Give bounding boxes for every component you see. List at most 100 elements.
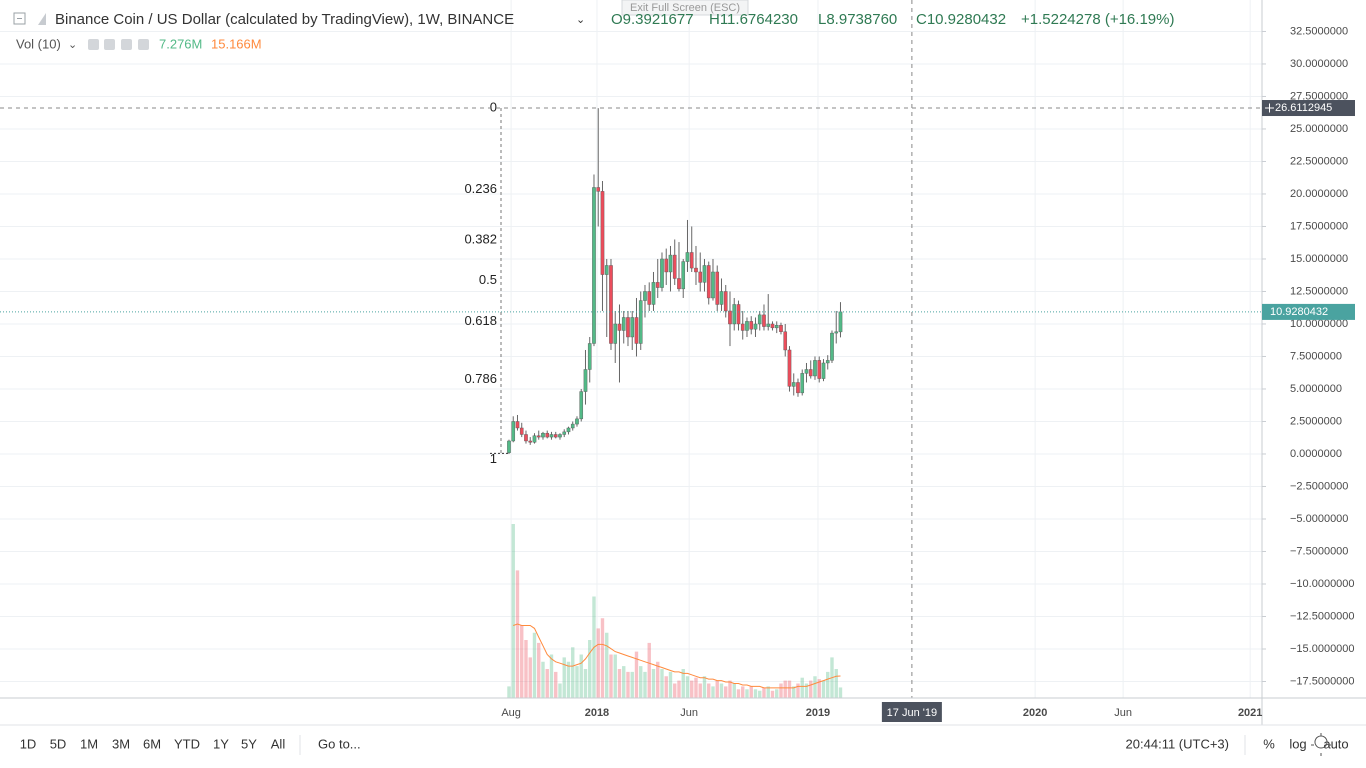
volume-bar <box>660 669 664 698</box>
range-button[interactable]: 1M <box>80 736 98 751</box>
y-tick-label: −7.5000000 <box>1290 545 1348 557</box>
dropdown-caret[interactable]: ⌄ <box>68 39 77 51</box>
range-button[interactable]: 3M <box>112 736 130 751</box>
volume-bar <box>821 680 826 698</box>
crosshair-x-label: 17 Jun '19 <box>887 707 937 719</box>
candle-body <box>779 325 783 332</box>
candle-body <box>583 369 588 392</box>
candle-body <box>821 362 826 379</box>
scale-option[interactable]: auto <box>1323 736 1348 751</box>
volume-bar <box>651 669 656 698</box>
candle-body <box>813 360 817 377</box>
volume-bar <box>736 689 741 698</box>
candle-body <box>524 434 528 442</box>
candle-body <box>541 432 545 438</box>
volume-bar <box>541 661 545 698</box>
candle-body <box>600 191 605 275</box>
candle-body <box>613 323 618 344</box>
candle-body <box>681 261 686 290</box>
volume-bar <box>719 683 724 698</box>
y-tick-label: 15.0000000 <box>1290 253 1348 265</box>
volume-bar <box>758 690 762 698</box>
grid <box>0 0 1262 698</box>
scale-option[interactable]: % <box>1263 736 1275 751</box>
range-button[interactable]: 1Y <box>213 736 229 751</box>
y-tick-label: 20.0000000 <box>1290 188 1348 200</box>
candle-body <box>745 321 749 331</box>
candle-body <box>698 271 703 283</box>
candle-body <box>609 265 613 344</box>
fib-level-label: 0.618 <box>464 313 497 328</box>
icon[interactable] <box>138 39 149 50</box>
y-tick-label: 30.0000000 <box>1290 58 1348 70</box>
y-tick-label: −2.5000000 <box>1290 480 1348 492</box>
range-button[interactable]: All <box>271 736 286 751</box>
range-button[interactable]: 5D <box>50 736 67 751</box>
x-tick-label: 2020 <box>1023 707 1047 719</box>
candle-body <box>804 369 809 374</box>
crosshair-y-box <box>1262 100 1355 117</box>
y-tick-label: 2.5000000 <box>1290 415 1342 427</box>
ohlc-value: O9.3921677 <box>611 11 694 28</box>
dropdown-caret[interactable]: ⌄ <box>576 14 585 26</box>
candle-body <box>817 360 822 379</box>
candle-body <box>719 291 724 305</box>
candle-body <box>536 435 541 438</box>
volume-bar <box>694 677 698 698</box>
candle-body <box>702 265 707 283</box>
scale-option[interactable]: log <box>1289 736 1306 751</box>
volume-bar <box>796 683 800 698</box>
candle-body <box>528 440 533 443</box>
volume-bar <box>528 657 532 698</box>
candle-body <box>766 323 771 327</box>
candle-body <box>626 317 630 338</box>
volume-bar <box>605 632 609 698</box>
range-button[interactable]: 5Y <box>241 736 257 751</box>
last-price-box <box>1262 303 1355 320</box>
settings-icon[interactable] <box>1311 733 1331 756</box>
volume-bar <box>600 618 605 698</box>
volume-bar <box>609 654 613 698</box>
volume-bar <box>668 671 673 698</box>
range-button[interactable]: 1D <box>20 736 37 751</box>
candle-body <box>749 321 754 330</box>
volume-bar <box>558 683 562 698</box>
volume-bar <box>826 671 830 698</box>
volume-bar <box>511 524 515 698</box>
fib-level-label: 0 <box>490 99 497 114</box>
volume-bar <box>728 680 732 698</box>
volume-bar <box>745 689 749 698</box>
volume-bar <box>630 671 634 698</box>
volume-bar <box>724 686 728 698</box>
candle-body <box>664 258 669 273</box>
chart-title: Binance Coin / US Dollar (calculated by … <box>55 11 514 28</box>
candle-body <box>647 291 652 305</box>
volume-bar <box>626 671 630 698</box>
crosshair-plus <box>1265 103 1274 113</box>
candle-body <box>634 317 639 344</box>
volume-bar <box>681 669 685 698</box>
volume-bar <box>698 683 702 698</box>
candle-body <box>800 373 805 394</box>
range-button[interactable]: 6M <box>143 736 161 751</box>
volume-ma-line <box>513 623 841 689</box>
candle-body <box>630 317 635 338</box>
icon[interactable] <box>88 39 99 50</box>
fib-level-label: 0.236 <box>464 181 497 196</box>
last-price-label: 10.9280432 <box>1270 306 1328 318</box>
collapse-icon[interactable] <box>13 12 26 25</box>
volume-bar <box>617 669 622 698</box>
clock[interactable]: 20:44:11 (UTC+3) <box>1126 736 1229 751</box>
fib-level-label: 1 <box>490 451 497 466</box>
volume-bar <box>813 676 817 698</box>
volume-bar <box>741 686 745 698</box>
goto-button[interactable]: Go to... <box>318 736 361 751</box>
icon[interactable] <box>104 39 115 50</box>
icon[interactable] <box>121 39 132 50</box>
x-tick-label: Jun <box>680 707 698 719</box>
volume-bar <box>809 680 813 698</box>
x-tick-label: Jun <box>1114 707 1132 719</box>
range-button[interactable]: YTD <box>174 736 200 751</box>
volume-bar <box>537 642 541 698</box>
crosshair-x-box <box>881 702 942 722</box>
